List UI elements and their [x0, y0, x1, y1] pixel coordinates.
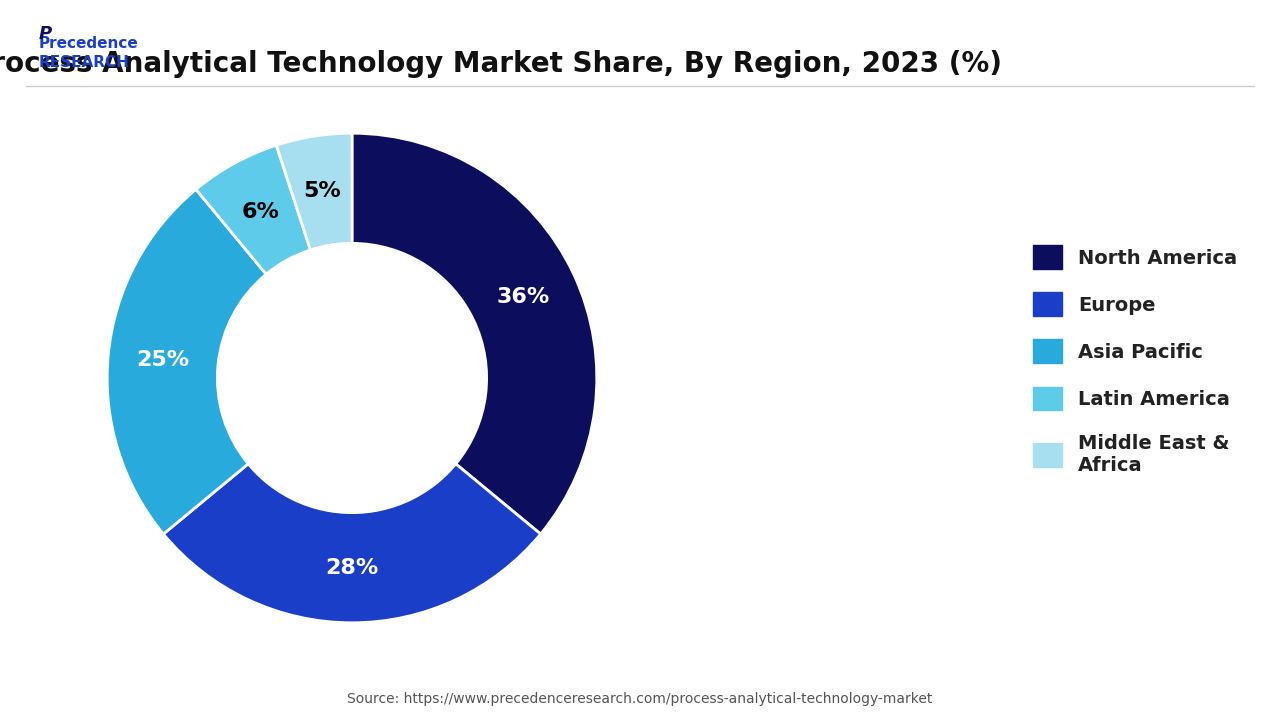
Wedge shape [352, 133, 596, 534]
Text: 36%: 36% [497, 287, 550, 307]
Legend: North America, Europe, Asia Pacific, Latin America, Middle East &
Africa: North America, Europe, Asia Pacific, Lat… [1025, 238, 1244, 482]
Wedge shape [108, 189, 266, 534]
Text: 6%: 6% [242, 202, 279, 222]
Wedge shape [196, 145, 310, 274]
Text: Source: https://www.precedenceresearch.com/process-analytical-technology-market: Source: https://www.precedenceresearch.c… [347, 692, 933, 706]
Text: Precedence
RESEARCH: Precedence RESEARCH [38, 36, 138, 70]
Text: 28%: 28% [325, 558, 379, 577]
Text: 5%: 5% [303, 181, 342, 201]
Wedge shape [276, 133, 352, 250]
Text: 25%: 25% [137, 350, 189, 370]
Wedge shape [164, 464, 540, 623]
Text: Process Analytical Technology Market Share, By Region, 2023 (%): Process Analytical Technology Market Sha… [0, 50, 1002, 78]
Text: P: P [38, 25, 51, 43]
